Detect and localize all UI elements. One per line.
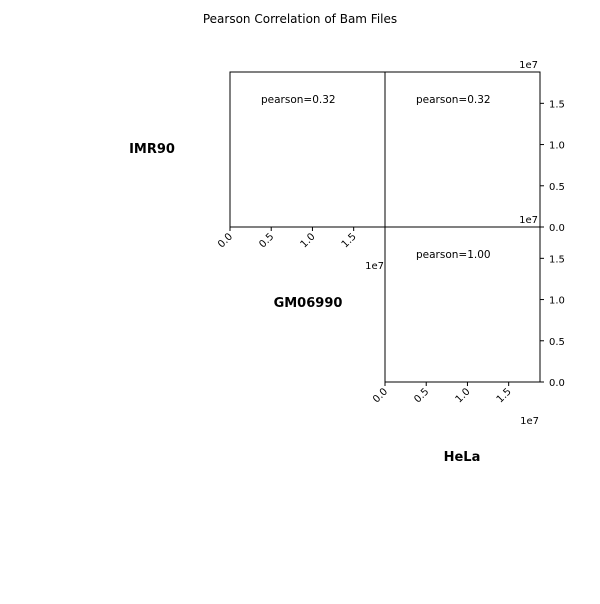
pearson-label-imr90-hela: pearson=0.32 <box>416 94 491 106</box>
y-tick-label-imr90-hela-0: 0.0 <box>549 223 565 234</box>
x-tick-label-imr90-gm06990-0: 0.0 <box>216 231 235 250</box>
x-tick-label-gm06990-hela-2: 1.0 <box>454 386 473 405</box>
x-tick-label-imr90-gm06990-1: 0.5 <box>257 231 276 250</box>
y-tick-label-imr90-hela-2: 1.0 <box>549 141 565 152</box>
x-offset-label-imr90-gm06990: 1e7 <box>365 261 384 272</box>
panels-group: pearson=0.32 0.0 0.5 1.0 1.5 1e7 pearson=0.32 0… <box>216 60 565 427</box>
pearson-label-imr90-gm06990: pearson=0.32 <box>261 94 336 106</box>
y-tick-label-gm06990-hela-3: 1.5 <box>549 254 565 265</box>
row-label-hela: HeLa <box>444 450 481 465</box>
row-label-gm06990: GM06990 <box>274 296 343 311</box>
x-tick-label-imr90-gm06990-3: 1.5 <box>340 231 359 250</box>
y-offset-label-gm06990-hela: 1e7 <box>519 215 538 226</box>
panel-frame-gm06990-hela <box>384 226 541 383</box>
y-tick-label-imr90-hela-3: 1.5 <box>549 99 565 110</box>
y-offset-label-imr90-hela: 1e7 <box>519 60 538 71</box>
x-tick-label-gm06990-hela-1: 0.5 <box>412 386 431 405</box>
x-tick-label-imr90-gm06990-2: 1.0 <box>299 231 318 250</box>
x-offset-label-gm06990-hela: 1e7 <box>520 416 539 427</box>
chart-title: Pearson Correlation of Bam Files <box>203 12 397 26</box>
x-tick-label-gm06990-hela-0: 0.0 <box>371 386 390 405</box>
y-tick-label-gm06990-hela-0: 0.0 <box>549 378 565 389</box>
x-tick-label-gm06990-hela-3: 1.5 <box>495 386 514 405</box>
y-tick-label-imr90-hela-1: 0.5 <box>549 182 565 193</box>
y-tick-label-gm06990-hela-1: 0.5 <box>549 337 565 348</box>
pearson-label-gm06990-hela: pearson=1.00 <box>416 249 491 261</box>
y-tick-label-gm06990-hela-2: 1.0 <box>549 296 565 307</box>
row-label-imr90: IMR90 <box>129 142 175 157</box>
